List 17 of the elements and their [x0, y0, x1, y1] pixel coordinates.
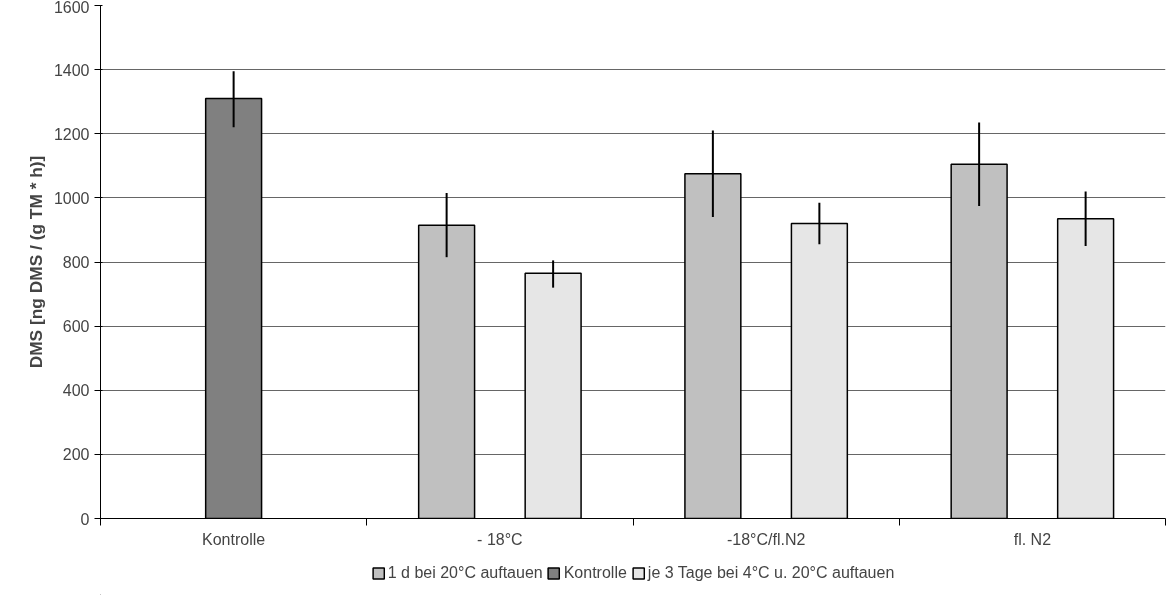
y-tick-label: 200 [62, 446, 90, 464]
x-tick-label: -18°C/fl.N2 [726, 530, 806, 548]
legend-label: 1 d bei 20°C auftauen [387, 563, 543, 582]
x-tick-label: - 18°C [477, 530, 523, 548]
x-tick-label: fl. N2 [1013, 530, 1052, 548]
y-tick-label: 400 [62, 382, 90, 400]
y-tick-label: 1000 [53, 189, 90, 207]
y-tick-label: 0 [80, 510, 90, 528]
y-tick-label: 800 [62, 254, 90, 271]
y-axis-title: DMS [ng DMS / (g TM * h)] [25, 155, 46, 369]
y-tick-label: 1400 [53, 61, 90, 79]
x-tick-label: Kontrolle [202, 530, 266, 548]
legend-label: Kontrolle [563, 563, 627, 582]
y-tick-label: 1600 [53, 0, 90, 16]
y-tick-label: 1200 [53, 125, 90, 143]
y-tick-label: 600 [62, 318, 90, 336]
legend-label: je 3 Tage bei 4°C u. 20°C auftauen [647, 563, 895, 582]
